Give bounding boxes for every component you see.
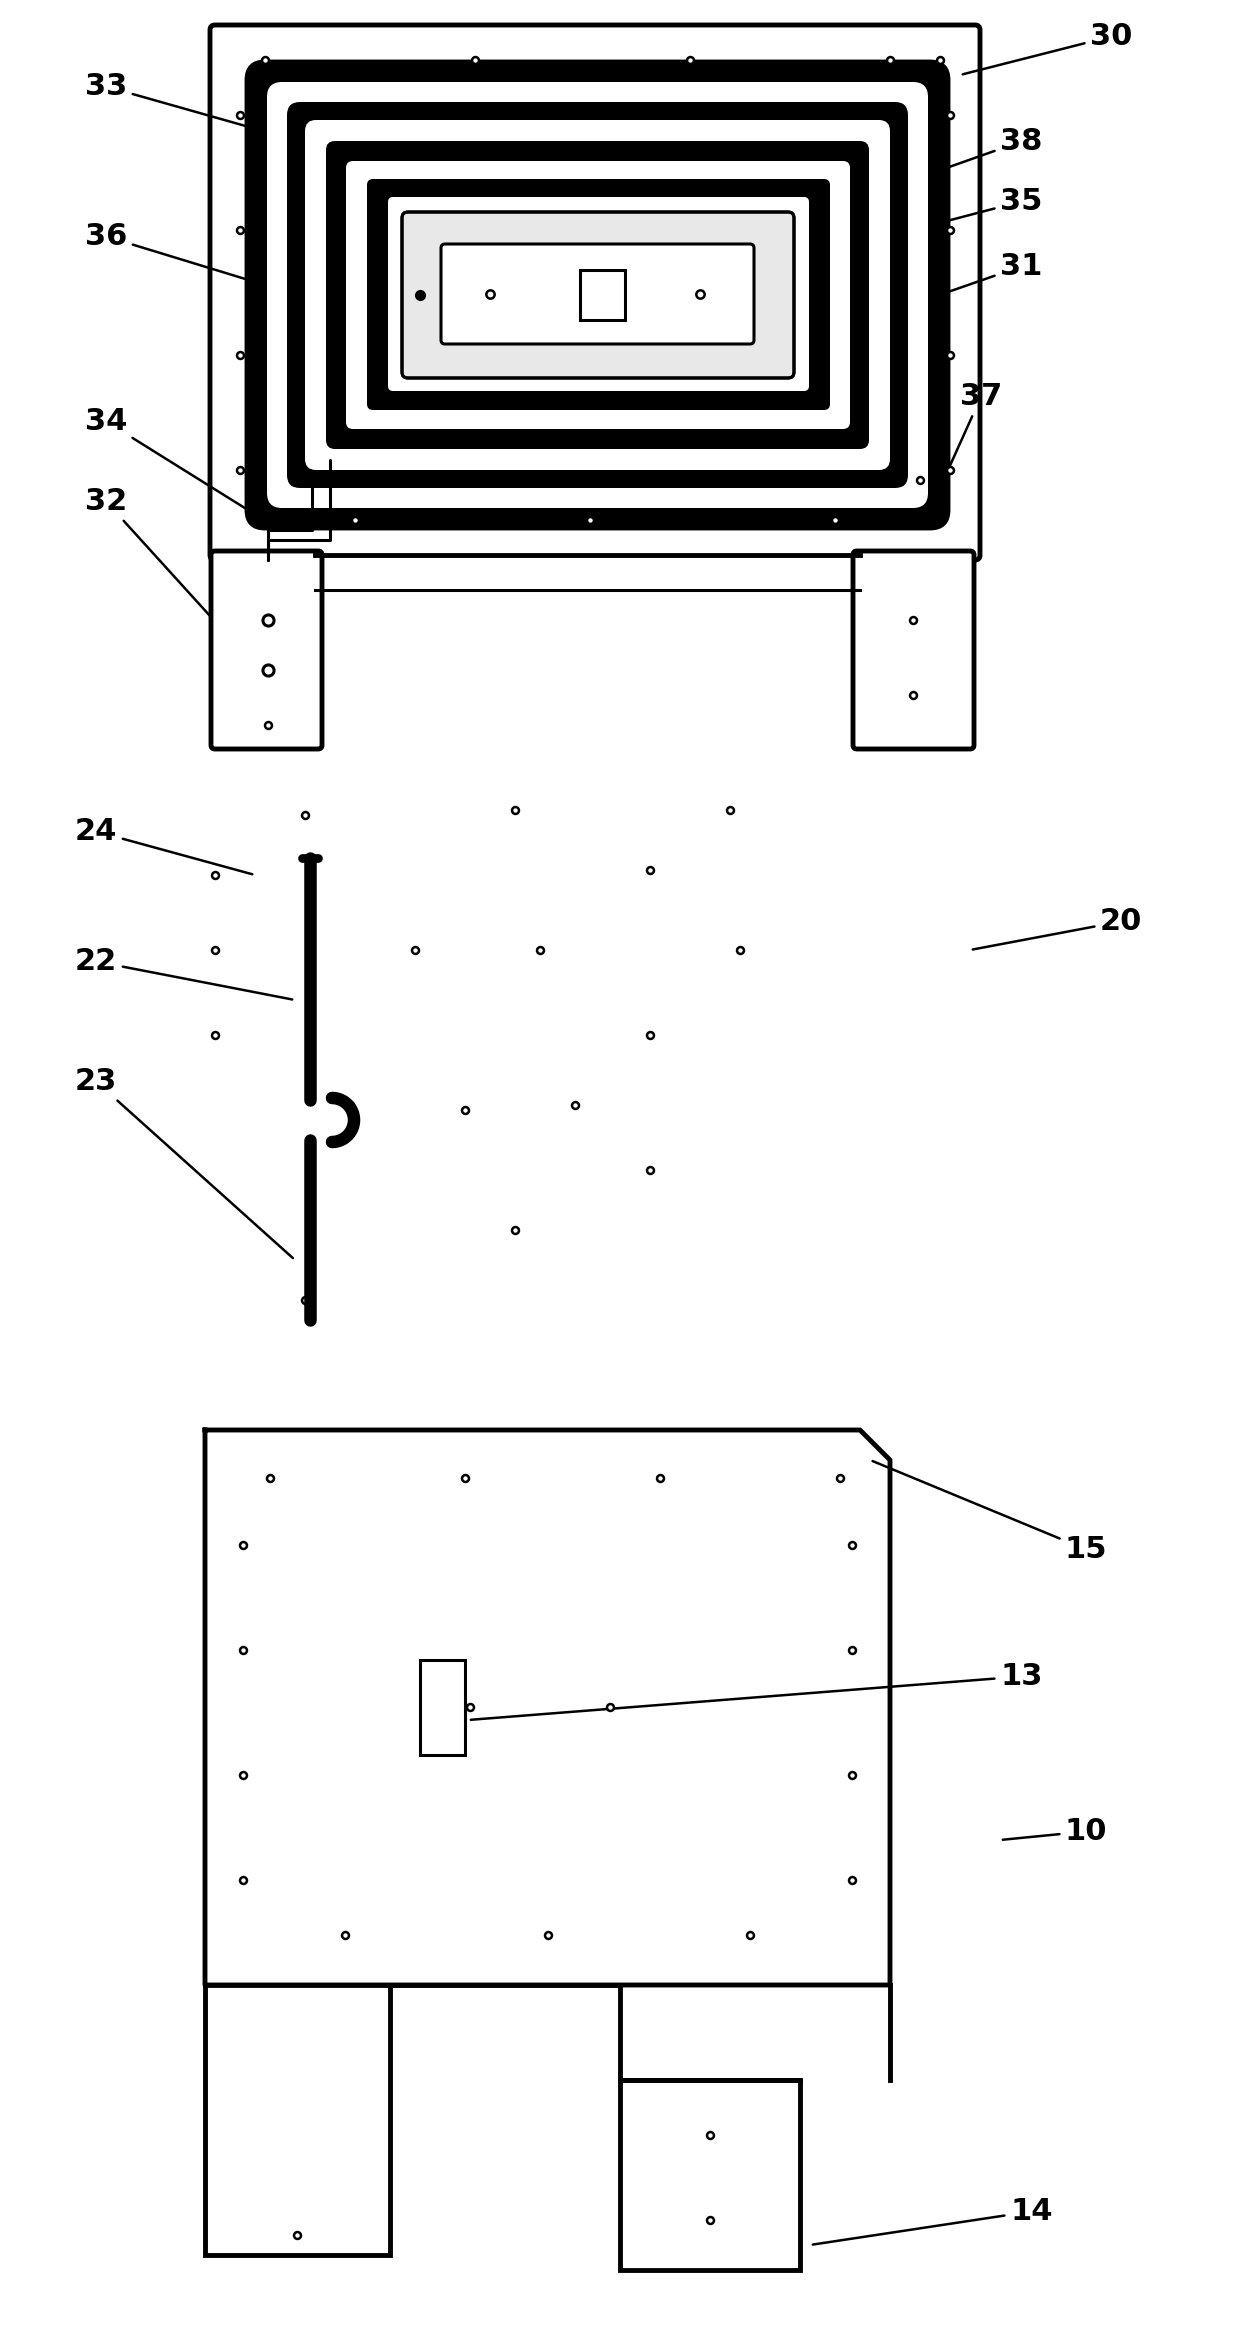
FancyBboxPatch shape [346, 161, 849, 428]
Text: 37: 37 [931, 381, 1002, 508]
Bar [205, 1984, 391, 2256]
FancyBboxPatch shape [286, 103, 908, 489]
FancyBboxPatch shape [326, 140, 869, 449]
FancyBboxPatch shape [441, 243, 754, 344]
FancyBboxPatch shape [367, 178, 830, 410]
FancyBboxPatch shape [388, 197, 808, 391]
FancyBboxPatch shape [210, 26, 980, 559]
FancyBboxPatch shape [267, 82, 928, 508]
FancyBboxPatch shape [247, 61, 949, 529]
Text: 22: 22 [74, 948, 293, 999]
Text: 36: 36 [86, 222, 263, 283]
Text: 13: 13 [471, 1661, 1043, 1720]
Text: 31: 31 [812, 253, 1043, 339]
FancyBboxPatch shape [286, 103, 908, 489]
Text: 15: 15 [873, 1460, 1107, 1563]
Bar [580, 269, 625, 321]
FancyBboxPatch shape [853, 550, 973, 749]
Bar [420, 1659, 465, 1755]
FancyBboxPatch shape [367, 178, 830, 410]
Bar [620, 2080, 800, 2270]
FancyBboxPatch shape [388, 197, 808, 391]
Text: 14: 14 [812, 2197, 1053, 2244]
Text: 24: 24 [74, 817, 252, 875]
Text: 30: 30 [962, 21, 1132, 75]
Text: 23: 23 [74, 1067, 293, 1259]
FancyBboxPatch shape [267, 82, 928, 508]
FancyBboxPatch shape [211, 550, 322, 749]
Text: 20: 20 [972, 908, 1142, 950]
Text: 38: 38 [873, 126, 1043, 194]
FancyBboxPatch shape [402, 213, 794, 379]
FancyBboxPatch shape [326, 140, 869, 449]
Text: 34: 34 [86, 407, 246, 508]
FancyBboxPatch shape [346, 161, 849, 428]
FancyBboxPatch shape [305, 119, 890, 470]
Text: 10: 10 [1003, 1816, 1107, 1846]
Text: 32: 32 [86, 487, 248, 658]
Bar [315, 555, 861, 590]
FancyBboxPatch shape [305, 119, 890, 470]
Polygon shape [205, 1430, 890, 1984]
FancyBboxPatch shape [247, 61, 949, 529]
Text: 35: 35 [763, 187, 1043, 269]
Text: 33: 33 [86, 73, 293, 140]
